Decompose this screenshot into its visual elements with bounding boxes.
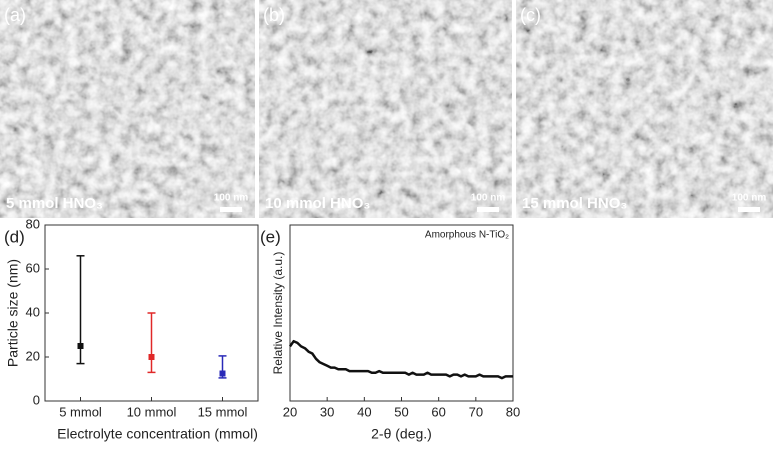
panel-label: (c): [520, 5, 541, 25]
scale-bar: [738, 207, 760, 212]
scale-label: 100 nm: [732, 193, 767, 204]
panel-label: (d): [4, 227, 25, 246]
x-tick-label: 40: [357, 404, 371, 419]
x-tick-label: 60: [431, 404, 445, 419]
panel-label: (e): [260, 227, 281, 246]
x-tick-label: 80: [506, 404, 520, 419]
marker: [148, 354, 155, 360]
data-line: [288, 339, 513, 380]
x-tick-label: 70: [469, 404, 483, 419]
sem-caption: 10 mmol HNO₃: [265, 195, 370, 212]
y-tick-label: 60: [26, 260, 40, 275]
x-tick-label: 50: [394, 404, 408, 419]
y-tick-label: 0: [33, 392, 40, 407]
sem-image: [0, 0, 255, 218]
marker: [77, 343, 84, 349]
scale-label: 100 nm: [471, 193, 506, 204]
x-tick-label: 30: [320, 404, 334, 419]
scale-bar: [477, 207, 499, 212]
scale-label: 100 nm: [214, 193, 249, 204]
y-tick-label: 40: [26, 304, 40, 319]
sem-image: [259, 0, 512, 218]
y-tick-label: 20: [26, 348, 40, 363]
y-axis-label: Particle size (nm): [5, 259, 21, 367]
x-tick-label: 20: [283, 404, 297, 419]
x-tick-label: 10 mmol: [127, 404, 177, 419]
annotation: Amorphous N-TiO₂: [425, 230, 509, 241]
x-axis-label: Electrolyte concentration (mmol): [57, 426, 258, 442]
x-tick-label: 15 mmol: [198, 404, 248, 419]
sem-caption: 15 mmol HNO₃: [522, 195, 627, 212]
y-tick-label: 80: [26, 216, 40, 231]
y-axis-label: Relative Intensity (a.u.): [271, 252, 285, 375]
sem-caption: 5 mmol HNO₃: [6, 195, 103, 212]
panel-label: (b): [263, 5, 285, 25]
x-tick-label: 5 mmol: [59, 404, 102, 419]
marker: [219, 370, 226, 377]
panel-label: (a): [4, 5, 26, 25]
x-axis-label: 2-θ (deg.): [371, 426, 432, 442]
sem-image: [516, 0, 773, 218]
scale-bar: [220, 207, 242, 212]
